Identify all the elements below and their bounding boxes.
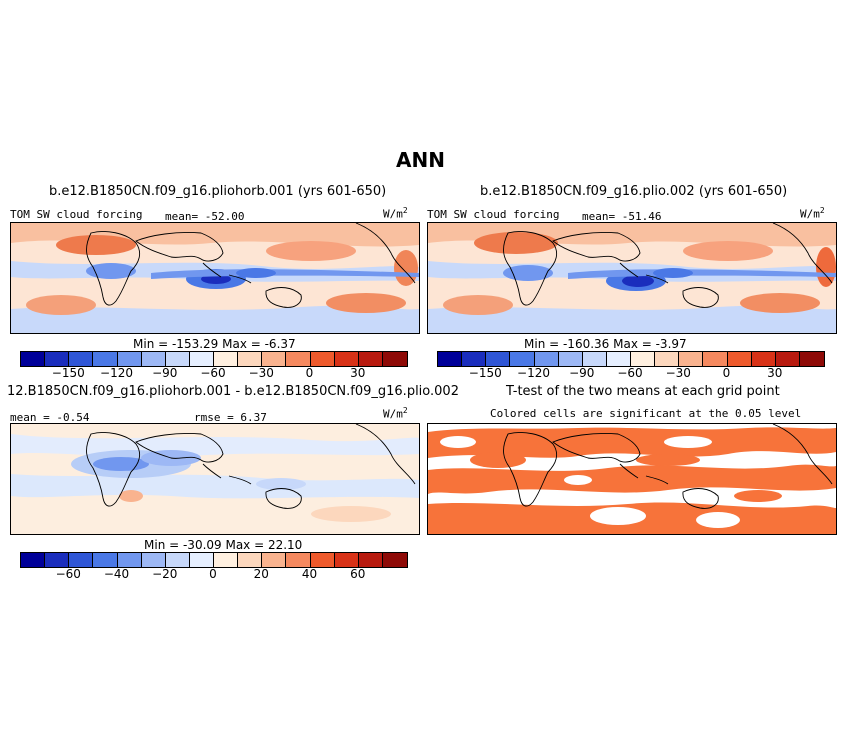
panel3-mean: mean = -0.54: [10, 411, 90, 424]
panel3-colorbar: [20, 552, 408, 568]
colorbar-swatch: [117, 352, 142, 366]
colorbar-swatch: [334, 352, 359, 366]
ttest-field: [428, 424, 836, 534]
colorbar-swatch: [310, 553, 335, 567]
colorbar-swatch: [310, 352, 335, 366]
colorbar-swatch: [21, 553, 46, 567]
panel4-map: [427, 423, 837, 535]
colorbar-swatch: [262, 553, 287, 567]
colorbar-tick-label: 60: [350, 567, 366, 581]
panel1-units: W/m2: [383, 206, 408, 221]
colorbar-tick-label: −150: [468, 366, 502, 380]
panel2-mean: mean= -51.46: [582, 210, 662, 223]
panel1-colorbar: [20, 351, 408, 367]
colorbar-tick-label: −30: [248, 366, 274, 380]
colorbar-swatch: [141, 553, 166, 567]
colorbar-tick-label: 0: [209, 567, 217, 581]
colorbar-swatch: [334, 553, 359, 567]
colorbar-tick-label: 30: [350, 366, 366, 380]
colorbar-swatch: [117, 553, 142, 567]
colorbar-tick-label: −60: [55, 567, 81, 581]
colorbar-tick-label: −90: [569, 366, 595, 380]
colorbar-swatch: [141, 352, 166, 366]
colorbar-swatch: [358, 553, 383, 567]
colorbar-swatch: [214, 352, 239, 366]
colorbar-tick-label: −150: [51, 366, 85, 380]
panel1-map: [10, 222, 420, 334]
colorbar-swatch: [189, 352, 214, 366]
colorbar-swatch: [214, 553, 239, 567]
colorbar-swatch: [679, 352, 704, 366]
colorbar-swatch: [286, 553, 311, 567]
colorbar-swatch: [286, 352, 311, 366]
colorbar-tick-label: −120: [100, 366, 133, 380]
colorbar-swatch: [606, 352, 631, 366]
panel2-map: [427, 222, 837, 334]
colorbar-tick-label: −20: [152, 567, 178, 581]
colorbar-swatch: [382, 352, 407, 366]
colorbar-swatch: [238, 352, 263, 366]
panel3-minmax: Min = -30.09 Max = 22.10: [144, 538, 303, 552]
colorbar-tick-label: −90: [152, 366, 178, 380]
colorbar-swatch: [262, 352, 287, 366]
colorbar-swatch: [165, 553, 190, 567]
colorbar-tick-label: −30: [665, 366, 691, 380]
colorbar-swatch: [69, 352, 94, 366]
colorbar-swatch: [510, 352, 535, 366]
colorbar-swatch: [655, 352, 680, 366]
panel2-units: W/m2: [800, 206, 825, 221]
panel4-title: T-test of the two means at each grid poi…: [506, 384, 780, 399]
colorbar-swatch: [582, 352, 607, 366]
colorbar-tick-label: 30: [767, 366, 783, 380]
colorbar-swatch: [486, 352, 511, 366]
colorbar-swatch: [382, 553, 407, 567]
panel3-rmse: rmse = 6.37: [194, 411, 267, 424]
panel1-title: b.e12.B1850CN.f09_g16.pliohorb.001 (yrs …: [49, 184, 387, 199]
panel1-mean: mean= -52.00: [165, 210, 245, 223]
colorbar-tick-label: 40: [301, 567, 318, 581]
colorbar-swatch: [799, 352, 824, 366]
colorbar-swatch: [558, 352, 583, 366]
panel3-units: W/m2: [383, 406, 408, 421]
colorbar-tick-label: 20: [253, 567, 269, 581]
colorbar-swatch: [93, 553, 118, 567]
colorbar-swatch: [238, 553, 263, 567]
colorbar-tick-label: −60: [200, 366, 226, 380]
colorbar-tick-label: −60: [617, 366, 643, 380]
panel4-subtitle: Colored cells are significant at the 0.0…: [490, 407, 802, 420]
colorbar-tick-label: −40: [103, 567, 130, 581]
colorbar-swatch: [438, 352, 463, 366]
colorbar-tick-label: 0: [305, 366, 314, 380]
colorbar-tick-label: 0: [722, 366, 731, 380]
panel2-variable: TOM SW cloud forcing: [427, 208, 560, 221]
panel3-map: [10, 423, 420, 535]
colorbar-swatch: [534, 352, 559, 366]
panel2-colorbar: [437, 351, 825, 367]
colorbar-swatch: [165, 352, 190, 366]
panel1-variable: TOM SW cloud forcing: [10, 208, 143, 221]
colorbar-swatch: [462, 352, 487, 366]
figure-title: ANN: [396, 148, 445, 172]
colorbar-swatch: [45, 352, 70, 366]
panel2-minmax: Min = -160.36 Max = -3.97: [524, 337, 687, 351]
colorbar-swatch: [727, 352, 752, 366]
colorbar-swatch: [751, 352, 776, 366]
colorbar-tick-label: −120: [517, 366, 550, 380]
colorbar-swatch: [358, 352, 383, 366]
colorbar-swatch: [69, 553, 94, 567]
colorbar-swatch: [631, 352, 656, 366]
colorbar-swatch: [93, 352, 118, 366]
colorbar-swatch: [45, 553, 70, 567]
colorbar-swatch: [189, 553, 214, 567]
panel1-minmax: Min = -153.29 Max = -6.37: [133, 337, 296, 351]
colorbar-swatch: [775, 352, 800, 366]
colorbar-swatch: [21, 352, 46, 366]
colorbar-swatch: [703, 352, 728, 366]
panel2-title: b.e12.B1850CN.f09_g16.plio.002 (yrs 601-…: [480, 184, 788, 199]
panel3-title: 12.B1850CN.f09_g16.pliohorb.001 - b.e12.…: [7, 384, 459, 399]
